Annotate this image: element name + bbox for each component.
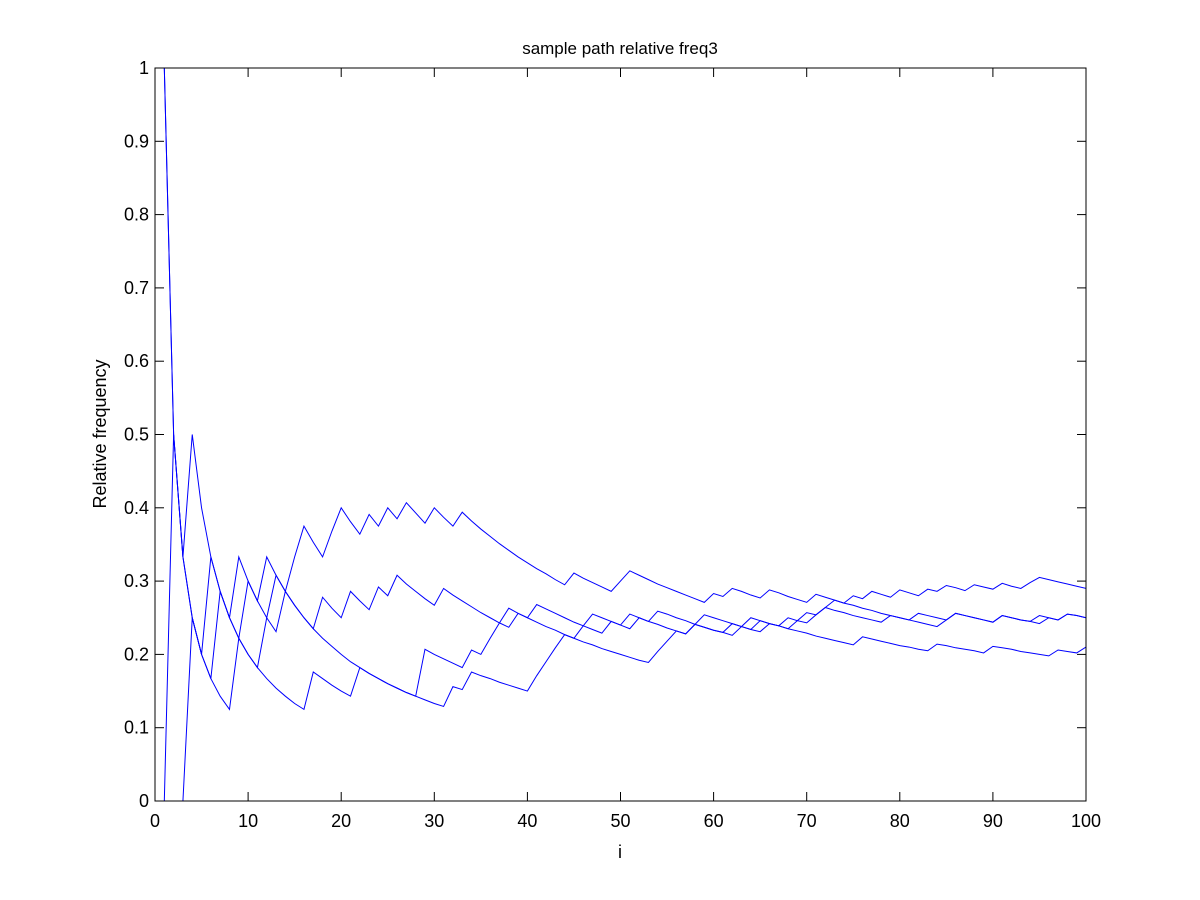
x-tick-label: 60 — [704, 811, 724, 831]
series-line-4 — [164, 579, 1086, 801]
x-tick-label: 90 — [983, 811, 1003, 831]
y-tick-label: 0.5 — [124, 425, 149, 445]
y-tick-label: 1 — [139, 58, 149, 78]
y-tick-label: 0.3 — [124, 571, 149, 591]
y-tick-label: 0.9 — [124, 131, 149, 151]
x-tick-label: 20 — [331, 811, 351, 831]
x-axis-label: i — [618, 842, 622, 862]
series-line-3 — [163, 434, 1086, 801]
y-tick-label: 0.6 — [124, 351, 149, 371]
y-tick-label: 0.2 — [124, 644, 149, 664]
series-layer — [163, 68, 1086, 801]
x-tick-label: 10 — [238, 811, 258, 831]
series-line-1 — [163, 68, 1086, 711]
x-tick-label: 30 — [424, 811, 444, 831]
y-tick-label: 0.8 — [124, 205, 149, 225]
chart-title: sample path relative freq3 — [522, 39, 718, 58]
y-tick-label: 0.7 — [124, 278, 149, 298]
x-tick-label: 0 — [150, 811, 160, 831]
x-tick-label: 40 — [517, 811, 537, 831]
y-axis: 0 0.1 0.2 0.3 0.4 0.5 0.6 0.7 0.8 0.9 1 — [124, 58, 1086, 811]
y-tick-label: 0 — [139, 791, 149, 811]
x-tick-label: 50 — [610, 811, 630, 831]
x-tick-label: 70 — [797, 811, 817, 831]
x-tick-label: 100 — [1071, 811, 1101, 831]
x-tick-label: 80 — [890, 811, 910, 831]
y-tick-label: 0.1 — [124, 718, 149, 738]
x-axis: 0 10 20 30 40 50 60 70 80 90 100 — [150, 68, 1101, 831]
y-tick-label: 0.4 — [124, 498, 149, 518]
series-line-2 — [163, 68, 1086, 711]
y-axis-label: Relative frequency — [90, 359, 110, 508]
